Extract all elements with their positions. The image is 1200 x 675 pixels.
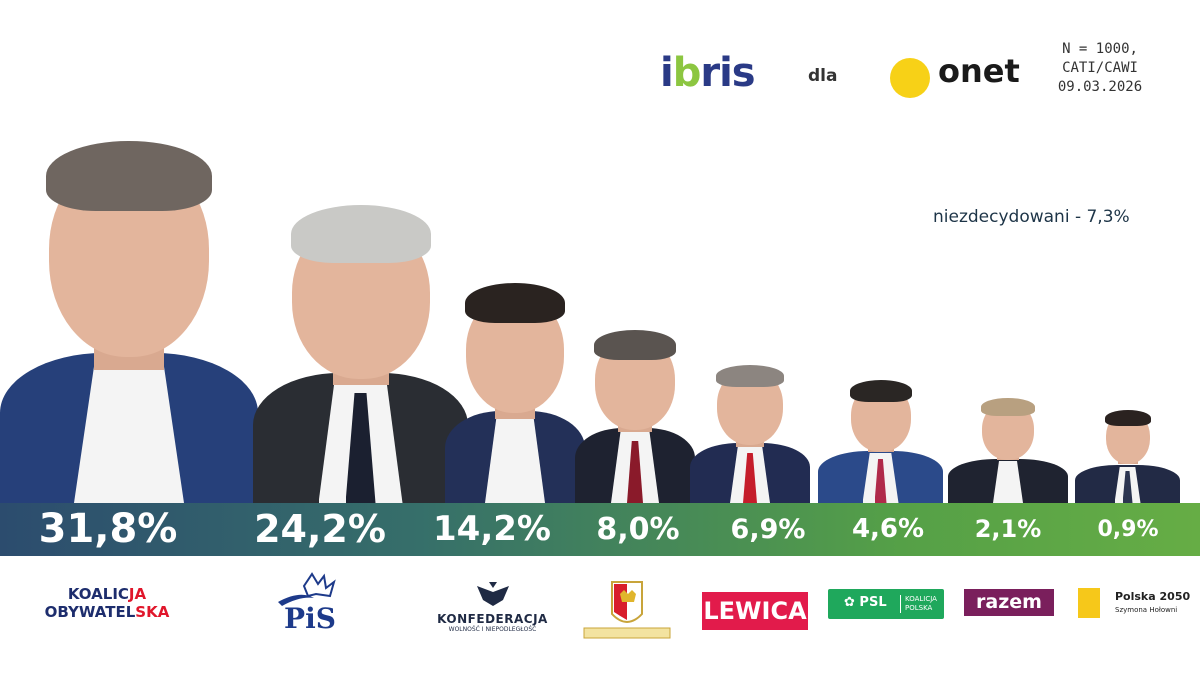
politician-photo-8 — [1075, 410, 1180, 503]
undecided-label: niezdecydowani - 7,3% — [933, 207, 1130, 227]
polska-2050-mark-icon — [1078, 588, 1100, 618]
percentage-label-5: 6,9% — [730, 514, 806, 545]
party-logo-polska-2050: Polska 2050 Szymona Hołowni — [1078, 586, 1193, 622]
politician-photo-2 — [253, 205, 468, 503]
percentage-label-8: 0,9% — [1097, 517, 1159, 542]
percentage-label-1: 31,8% — [38, 506, 178, 552]
pis-name: PiS — [284, 602, 336, 635]
party-logo-konfederacja: KONFEDERACJA WOLNOŚĆ I NIEPODLEGŁOŚĆ — [435, 582, 550, 633]
politician-photo-5 — [690, 365, 810, 503]
percentage-label-3: 14,2% — [433, 509, 551, 549]
survey-info: N = 1000, CATI/CAWI 09.03.2026 — [1040, 40, 1160, 97]
party-logo-razem: razem — [964, 589, 1054, 616]
ibris-logo: ibris — [660, 50, 756, 96]
party-logo-psl: ✿ PSL KOALICJA POLSKA — [828, 589, 944, 619]
konfederacja-eagle-icon — [476, 582, 509, 606]
survey-method: CATI/CAWI — [1062, 60, 1138, 76]
party-logo-lewica: LEWICA — [702, 592, 808, 630]
politician-photo-1 — [0, 135, 258, 503]
survey-sample: N = 1000, — [1062, 41, 1138, 57]
politician-photo-3 — [445, 283, 585, 503]
politician-photo-4 — [575, 330, 695, 503]
percentage-label-6: 4,6% — [851, 514, 925, 544]
connector-text: dla — [808, 66, 838, 86]
header: ibris dla onet N = 1000, CATI/CAWI 09.03… — [0, 40, 1200, 110]
percentage-label-4: 8,0% — [596, 512, 680, 547]
pis-crown-icon — [278, 572, 336, 606]
onet-dot-icon — [890, 58, 930, 98]
percentage-label-7: 2,1% — [974, 515, 1042, 543]
onet-logo: onet — [938, 52, 1020, 90]
party-logo-ko: KOALICJA OBYWATELSKA — [44, 585, 170, 621]
party-logo-pis: PiS — [270, 572, 350, 636]
percentage-label-2: 24,2% — [254, 507, 386, 551]
politician-photo-7 — [948, 398, 1068, 503]
results-band — [0, 503, 1200, 556]
kkp-crest-icon — [583, 581, 671, 639]
survey-date: 09.03.2026 — [1057, 79, 1143, 95]
politician-photo-6 — [818, 380, 943, 503]
party-logo-konfederacja-korony-polskiej — [580, 580, 674, 644]
